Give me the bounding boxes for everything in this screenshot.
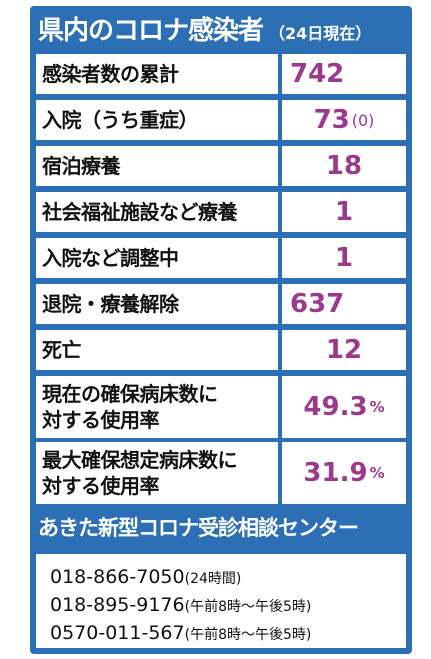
phone-number: 018-866-7050: [50, 566, 185, 588]
stat-label: 最大確保想定病床数に 対する使用率: [36, 442, 278, 504]
phone-line: 018-866-7050(24時間): [50, 564, 406, 592]
stat-value: 1: [282, 192, 406, 232]
phone-list: 018-866-7050(24時間) 018-895-9176(午前8時～午後5…: [36, 554, 406, 648]
stat-value: 12: [282, 330, 406, 370]
stat-label: 死亡: [36, 330, 278, 370]
stat-value: 49.3%: [282, 376, 406, 438]
stat-value: 18: [282, 146, 406, 186]
percent-suffix: %: [369, 464, 385, 482]
phone-number: 018-895-9176: [50, 594, 185, 616]
phone-hours: (午前8時～午後5時): [184, 599, 312, 615]
stat-value: 637: [282, 284, 406, 324]
stat-value: 742: [282, 54, 406, 94]
phone-number: 0570-011-567: [50, 622, 185, 644]
title-date: （24日現在）: [269, 24, 372, 43]
phone-line: 018-895-9176(午前8時～午後5時): [50, 592, 406, 620]
severe-count: (0): [351, 110, 375, 130]
stat-label: 退院・療養解除: [36, 284, 278, 324]
stat-label: 入院など調整中: [36, 238, 278, 278]
phone-hours: (24時間): [184, 571, 242, 587]
phone-hours: (午前8時～午後5時): [184, 627, 312, 643]
stat-value: 31.9%: [282, 442, 406, 504]
percent-suffix: %: [369, 398, 385, 416]
stat-value: 1: [282, 238, 406, 278]
phone-line: 0570-011-567(午前8時～午後5時): [50, 620, 406, 648]
stat-label: 現在の確保病床数に 対する使用率: [36, 376, 278, 438]
consult-center-title: あきた新型コロナ受診相談センター: [38, 516, 359, 540]
stat-label: 宿泊療養: [36, 146, 278, 186]
stat-value: 73 (0): [282, 100, 406, 140]
panel-title: 県内のコロナ感染者 （24日現在）: [38, 12, 404, 50]
stat-label: 感染者数の累計: [36, 54, 278, 94]
info-panel: 県内のコロナ感染者 （24日現在） 感染者数の累計 742 入院（うち重症） 73…: [30, 6, 412, 654]
title-main: 県内のコロナ感染者: [38, 16, 264, 46]
stat-label: 入院（うち重症）: [36, 100, 278, 140]
stat-label: 社会福祉施設など療養: [36, 192, 278, 232]
